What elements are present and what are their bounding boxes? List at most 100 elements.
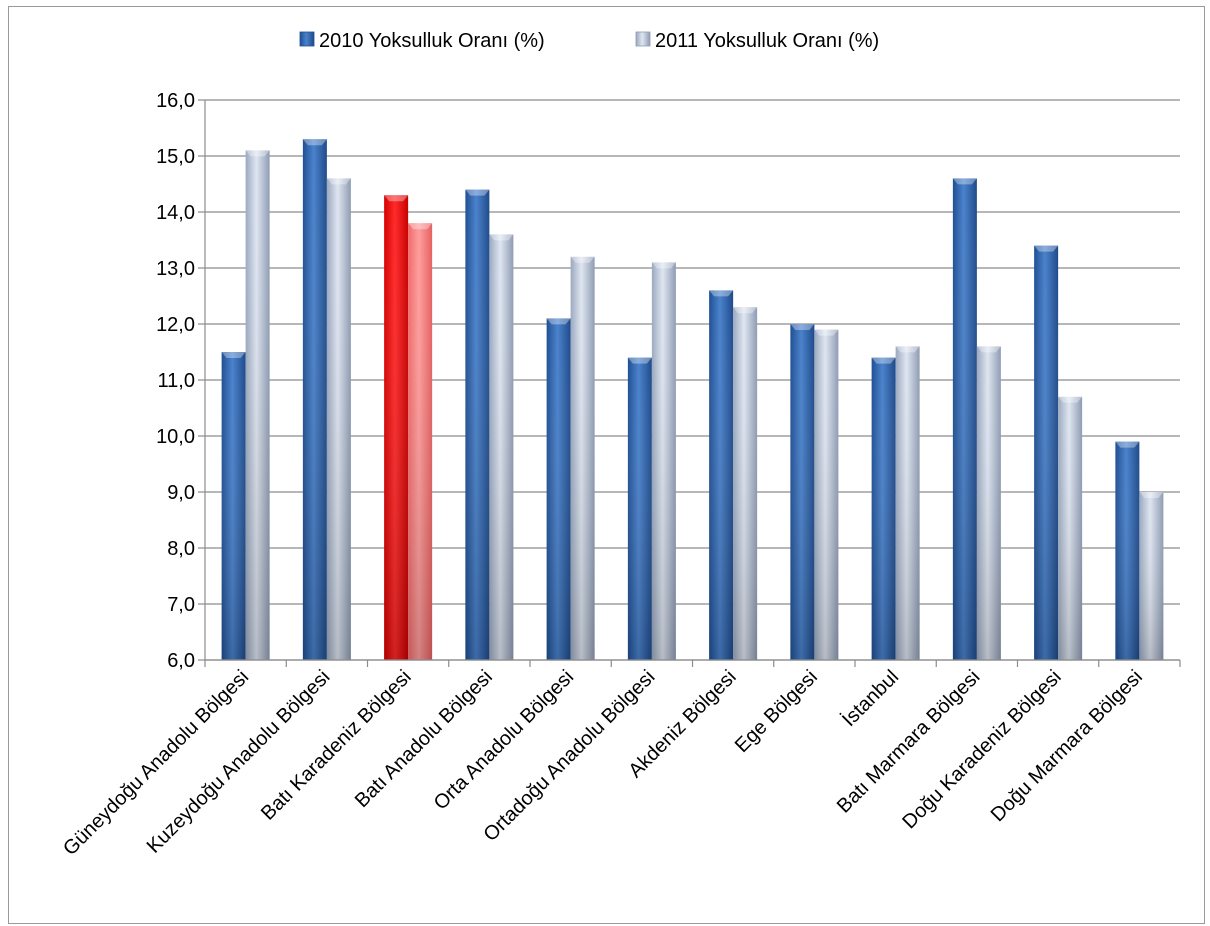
bar-2010-10 <box>1034 245 1059 660</box>
bar-2011-10 <box>1058 396 1083 660</box>
y-tick-label: 15,0 <box>156 146 195 168</box>
bar-shade <box>245 150 270 660</box>
bar-bevel <box>408 223 433 230</box>
bar-bevel <box>814 329 839 336</box>
bar-shade <box>408 223 433 660</box>
chart-frame <box>8 6 1205 924</box>
y-tick-label: 14,0 <box>156 202 195 224</box>
bar-2010-2 <box>384 195 409 660</box>
bar-2011-8 <box>895 346 920 660</box>
bar-shade <box>814 329 839 660</box>
bar-bevel <box>1115 441 1140 448</box>
y-tick-label: 12,0 <box>156 314 195 336</box>
x-category-label: Batı Marmara Bölgesi <box>833 666 985 818</box>
y-tick-label: 16,0 <box>156 90 195 112</box>
bar-shade <box>302 139 327 660</box>
x-category-label: Batı Anadolu Bölgesi <box>351 666 497 812</box>
y-tick-label: 9,0 <box>167 482 195 504</box>
bar-2010-1 <box>302 139 327 660</box>
bar-shade <box>489 234 514 660</box>
legend-item: 2011 Yoksulluk Oranı (%) <box>635 30 879 52</box>
legend: 2010 Yoksulluk Oranı (%) 2011 Yoksulluk O… <box>299 30 879 52</box>
bar-bevel <box>1034 245 1059 252</box>
bar-bevel <box>651 262 676 269</box>
x-category-label: Doğu Marmara Bölgesi <box>987 666 1147 826</box>
bar-shade <box>651 262 676 660</box>
bar-2010-5 <box>627 357 652 660</box>
bar-shade <box>221 352 246 660</box>
bar-bevel <box>384 195 409 202</box>
bar-shade <box>465 189 490 660</box>
bar-2010-0 <box>221 352 246 660</box>
legend-swatch <box>635 31 651 47</box>
y-tick-label: 7,0 <box>167 594 195 616</box>
bar-2011-11 <box>1139 492 1164 660</box>
x-category-label: Batı Karadeniz Bölgesi <box>257 666 416 825</box>
bar-2011-4 <box>570 256 595 660</box>
bar-bevel <box>733 307 758 314</box>
y-tick-label: 11,0 <box>158 370 195 392</box>
bar-2011-2 <box>408 223 433 660</box>
bar-bevel <box>1058 396 1083 403</box>
bar-shade <box>570 256 595 660</box>
y-tick-label: 10,0 <box>156 426 195 448</box>
bar-2010-11 <box>1115 441 1140 660</box>
bar-2010-3 <box>465 189 490 660</box>
x-category-label: Doğu Karadeniz Bölgesi <box>898 666 1065 833</box>
bar-bevel <box>570 256 595 263</box>
bar-2011-9 <box>976 346 1001 660</box>
bar-shade <box>895 346 920 660</box>
bar-2010-9 <box>952 178 977 660</box>
legend-label: 2010 Yoksulluk Oranı (%) <box>319 30 545 52</box>
bar-bevel <box>245 150 270 157</box>
bar-bevel <box>1139 492 1164 498</box>
bar-shade <box>627 357 652 660</box>
bar-shade <box>1115 441 1140 660</box>
bar-2011-6 <box>733 307 758 660</box>
bar-bevel <box>790 324 815 330</box>
bar-shade <box>733 307 758 660</box>
y-tick-label: 13,0 <box>156 258 195 280</box>
bar-2010-8 <box>871 357 896 660</box>
bar-shade <box>1034 245 1059 660</box>
bar-2011-7 <box>814 329 839 660</box>
grid-lines <box>205 99 1180 661</box>
bar-bevel <box>871 357 896 364</box>
bar-bevel <box>546 318 571 325</box>
y-tick-label: 8,0 <box>167 538 195 560</box>
bar-shade <box>384 195 409 660</box>
bar-shade <box>326 178 351 660</box>
bar-2010-6 <box>709 290 734 660</box>
legend-item: 2010 Yoksulluk Oranı (%) <box>299 30 545 52</box>
bar-bevel <box>952 178 977 185</box>
bar-shade <box>976 346 1001 660</box>
bar-bevel <box>221 352 246 358</box>
bar-bevel <box>709 290 734 297</box>
legend-label: 2011 Yoksulluk Oranı (%) <box>655 30 879 52</box>
bar-2010-7 <box>790 324 815 660</box>
bar-shade <box>1058 396 1083 660</box>
bar-shade <box>1139 492 1164 660</box>
bar-bevel <box>465 189 490 196</box>
bar-2010-4 <box>546 318 571 660</box>
bar-bevel <box>302 139 327 146</box>
x-category-label: Ortadoğu Anadolu Bölgesi <box>480 666 660 846</box>
x-category-label: Ege Bölgesi <box>731 666 822 757</box>
y-tick-label: 6,0 <box>167 650 195 672</box>
bar-shade <box>790 324 815 660</box>
bar-shade <box>709 290 734 660</box>
axes <box>204 100 1181 667</box>
bar-bevel <box>895 346 920 353</box>
legend-swatch <box>299 31 315 47</box>
bar-shade <box>546 318 571 660</box>
bar-bevel <box>489 234 514 241</box>
x-category-label: Orta Anadolu Bölgesi <box>430 666 578 814</box>
bar-2011-0 <box>245 150 270 660</box>
bar-2011-5 <box>651 262 676 660</box>
bar-2011-1 <box>326 178 351 660</box>
bar-shade <box>871 357 896 660</box>
bar-2011-3 <box>489 234 514 660</box>
bar-bevel <box>627 357 652 364</box>
